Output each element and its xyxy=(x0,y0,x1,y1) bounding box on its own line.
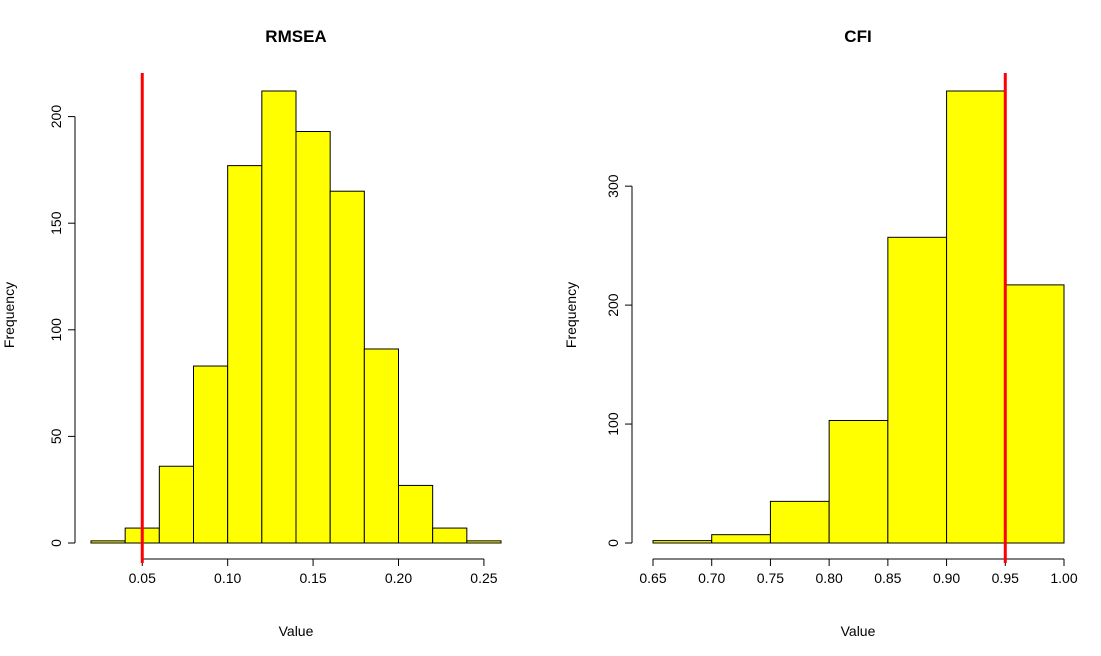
y-tick-label: 150 xyxy=(48,211,64,235)
x-tick-label: 0.70 xyxy=(698,570,725,586)
histogram-bar xyxy=(329,190,365,544)
histogram-bar xyxy=(261,90,297,544)
y-tick-label: 100 xyxy=(605,412,621,436)
x-tick-label: 0.80 xyxy=(816,570,843,586)
histogram-bar xyxy=(887,236,948,544)
histogram-bar xyxy=(1004,284,1065,544)
histogram-bar xyxy=(193,365,229,544)
histogram-bar xyxy=(90,540,126,544)
x-tick-label: 0.10 xyxy=(214,570,241,586)
histogram-panel-rmsea: RMSEA Value Frequency 0.05 0.10 0.15 0.20 0.… xyxy=(1,27,502,639)
y-axis: 0 50 100 150 200 xyxy=(48,105,76,547)
x-axis: 0.05 0.10 0.15 0.20 0.25 xyxy=(129,558,498,586)
y-axis: 0 100 200 300 xyxy=(605,174,633,547)
histogram-bar xyxy=(158,465,194,544)
x-tick-label: 0.75 xyxy=(757,570,784,586)
histogram-bar xyxy=(769,500,830,544)
x-tick-label: 0.05 xyxy=(129,570,156,586)
bar-group xyxy=(90,90,502,544)
x-tick-label: 0.85 xyxy=(874,570,901,586)
chart-title: CFI xyxy=(844,27,871,46)
x-tick-label: 0.95 xyxy=(992,570,1019,586)
histogram-bar xyxy=(711,534,771,544)
y-tick-label: 100 xyxy=(48,318,64,342)
x-tick-label: 0.20 xyxy=(385,570,412,586)
histogram-bar xyxy=(398,484,434,544)
y-tick-label: 0 xyxy=(605,539,621,547)
histogram-bar xyxy=(363,348,400,544)
histogram-bar xyxy=(432,527,468,544)
histogram-bar xyxy=(828,419,889,544)
x-tick-label: 0.25 xyxy=(470,570,497,586)
x-tick-label: 0.15 xyxy=(299,570,326,586)
y-tick-label: 300 xyxy=(605,174,621,198)
y-tick-label: 0 xyxy=(48,539,64,547)
histogram-bar xyxy=(946,90,1006,544)
x-axis-label: Value xyxy=(279,623,314,639)
x-axis-label: Value xyxy=(841,623,876,639)
histogram-panel-cfi: CFI Value Frequency 0.65 0.70 0.75 0.80 0.85… xyxy=(563,27,1078,639)
histogram-bar xyxy=(295,131,331,544)
histogram-bar xyxy=(466,540,502,544)
y-tick-label: 50 xyxy=(48,428,64,444)
y-tick-label: 200 xyxy=(48,105,64,129)
x-tick-label: 0.65 xyxy=(639,570,666,586)
x-tick-label: 0.90 xyxy=(933,570,960,586)
y-tick-label: 200 xyxy=(605,293,621,317)
bar-group xyxy=(652,90,1065,544)
x-tick-label: 1.00 xyxy=(1050,570,1077,586)
x-axis: 0.65 0.70 0.75 0.80 0.85 0.90 0.95 1.00 xyxy=(639,558,1078,586)
y-axis-label: Frequency xyxy=(1,282,17,348)
histogram-bar xyxy=(227,165,263,544)
y-axis-label: Frequency xyxy=(563,282,579,348)
chart-title: RMSEA xyxy=(265,27,326,46)
histogram-bar xyxy=(652,540,713,544)
